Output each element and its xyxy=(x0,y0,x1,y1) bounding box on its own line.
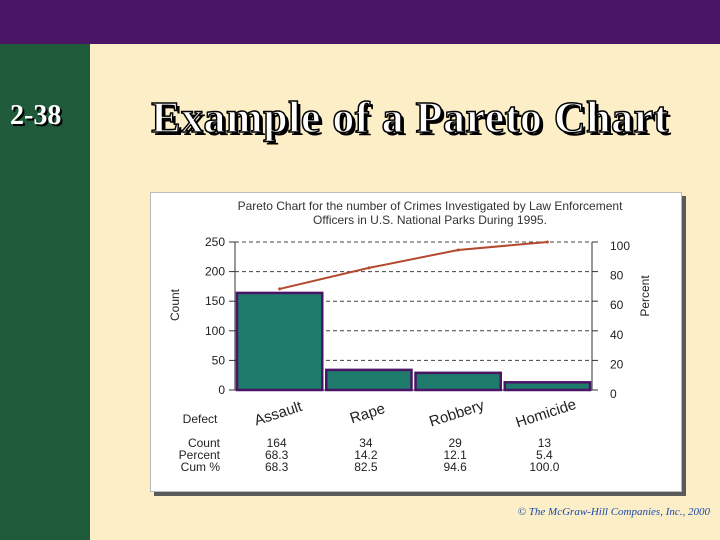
table-cell: 14.2 xyxy=(354,448,378,462)
y-axis-label: Count xyxy=(168,288,182,321)
copyright: © The McGraw-Hill Companies, Inc., 2000 xyxy=(517,506,710,518)
bar xyxy=(325,368,413,392)
defect-header: Defect xyxy=(183,412,218,426)
table-cell: 68.3 xyxy=(265,448,289,462)
table-row-label: Cum % xyxy=(181,460,221,474)
bar xyxy=(503,381,592,392)
y-tick-label: 200 xyxy=(205,265,225,279)
y2-tick-label: 20 xyxy=(610,357,624,371)
table-cell: 29 xyxy=(448,436,462,450)
table-row-label: Percent xyxy=(179,448,221,462)
y-tick-label: 150 xyxy=(205,294,225,308)
cumulative-point xyxy=(545,240,549,244)
y-tick-label: 100 xyxy=(205,324,225,338)
table-cell: 68.3 xyxy=(265,460,289,474)
y-tick-label: 250 xyxy=(205,235,225,249)
y2-tick-label: 60 xyxy=(610,298,624,312)
y-tick-label: 50 xyxy=(212,353,226,367)
table-cell: 100.0 xyxy=(529,460,559,474)
table-cell: 12.1 xyxy=(443,448,467,462)
chart-title: Pareto Chart for the number of Crimes In… xyxy=(237,199,623,227)
table-cell: 164 xyxy=(267,436,287,450)
bar xyxy=(235,291,324,392)
cumulative-point xyxy=(278,287,282,291)
cumulative-line xyxy=(279,241,548,290)
y2-tick-label: 80 xyxy=(610,269,624,283)
table-cell: 5.4 xyxy=(536,448,553,462)
category-label: Homicide xyxy=(514,396,579,431)
table-row-label: Count xyxy=(188,436,221,450)
y2-tick-label: 0 xyxy=(610,387,617,401)
bar xyxy=(414,371,502,392)
cumulative-point xyxy=(456,248,460,252)
table-cell: 82.5 xyxy=(354,460,378,474)
y2-tick-label: 100 xyxy=(610,239,630,253)
y2-axis-label: Percent xyxy=(638,275,652,317)
side-bar xyxy=(0,44,90,540)
category-label: Assault xyxy=(252,398,305,430)
top-bar xyxy=(0,0,720,44)
slide-title: Example of a Pareto Chart xyxy=(150,92,669,143)
table-cell: 13 xyxy=(538,436,552,450)
y-tick-label: 0 xyxy=(218,383,225,397)
y2-tick-label: 40 xyxy=(610,328,624,342)
category-label: Robbery xyxy=(427,397,487,431)
category-label: Rape xyxy=(348,400,387,427)
cumulative-point xyxy=(367,266,371,270)
table-cell: 94.6 xyxy=(443,460,467,474)
table-cell: 34 xyxy=(359,436,373,450)
slide-number: 2-38 xyxy=(10,100,62,131)
